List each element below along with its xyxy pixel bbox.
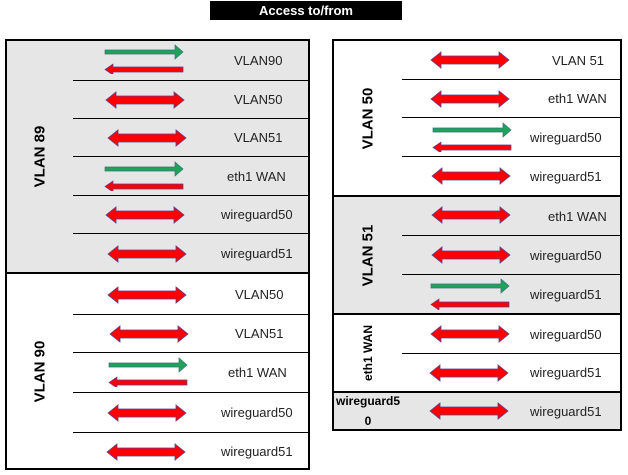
bidirectional-red-arrow-icon bbox=[431, 205, 511, 225]
row-target-label: VLAN90 bbox=[234, 53, 283, 68]
green-out-red-in-arrow-icon bbox=[103, 44, 185, 74]
section-label: VLAN 90 bbox=[31, 340, 49, 402]
bidirectional-red-arrow-icon bbox=[105, 205, 185, 225]
access-row: eth1 WAN bbox=[73, 352, 308, 392]
access-row: VLAN51 bbox=[73, 314, 308, 352]
section-label: VLAN 51 bbox=[359, 224, 377, 286]
row-target-label: wireguard50 bbox=[221, 405, 293, 420]
row-target-label: wireguard51 bbox=[530, 168, 602, 184]
access-row: wireguard50 bbox=[402, 117, 620, 156]
access-row: wireguard51 bbox=[402, 274, 620, 313]
row-target-label: VLAN50 bbox=[235, 286, 284, 302]
bidirectional-red-arrow-icon bbox=[431, 166, 511, 186]
row-target-label: wireguard50 bbox=[530, 129, 602, 145]
access-row: VLAN50 bbox=[73, 274, 308, 314]
bidirectional-red-arrow-icon bbox=[107, 128, 187, 148]
green-out-red-in-arrow-icon bbox=[431, 122, 513, 152]
section-label: wireguard5 0 bbox=[335, 394, 401, 428]
section-eth1-wan: eth1 WAN wireguard50 wireguard51 bbox=[334, 313, 620, 391]
bidirectional-red-arrow-icon bbox=[431, 245, 511, 265]
green-out-red-in-arrow-icon bbox=[429, 278, 511, 310]
bidirectional-red-arrow-icon bbox=[107, 285, 187, 305]
access-row: wireguard51 bbox=[73, 233, 308, 272]
row-target-label: wireguard51 bbox=[221, 444, 293, 459]
access-row: wireguard51 bbox=[73, 432, 308, 470]
row-target-label: VLAN 51 bbox=[552, 52, 605, 68]
access-row: VLAN50 bbox=[73, 80, 308, 118]
row-target-label: wireguard51 bbox=[530, 403, 602, 419]
row-target-label: wireguard50 bbox=[530, 247, 602, 263]
access-row: wireguard50 bbox=[402, 235, 620, 274]
row-target-label: eth1 WAN bbox=[228, 365, 287, 380]
green-out-red-in-arrow-icon bbox=[103, 161, 185, 191]
section-vlan-50: VLAN 50 VLAN 51 eth1 WAN wireguard50 wir… bbox=[334, 41, 620, 195]
row-target-label: VLAN51 bbox=[234, 130, 283, 145]
access-row: wireguard50 bbox=[73, 195, 308, 233]
section-vlan-90: VLAN 90 VLAN50 VLAN51 eth1 WAN wireguard… bbox=[7, 272, 308, 468]
row-target-label: VLAN50 bbox=[234, 92, 283, 107]
section-label: VLAN 50 bbox=[359, 87, 377, 149]
row-target-label: eth1 WAN bbox=[227, 168, 286, 184]
right-access-table: VLAN 50 VLAN 51 eth1 WAN wireguard50 wir… bbox=[332, 39, 622, 431]
row-target-label: wireguard51 bbox=[530, 365, 602, 380]
row-target-label: wireguard51 bbox=[221, 245, 293, 261]
row-target-label: wireguard51 bbox=[530, 286, 602, 302]
access-row: eth1 WAN bbox=[73, 156, 308, 195]
left-access-table: VLAN 89 VLAN90 VLAN50 VLAN51 eth1 WAN wi… bbox=[5, 39, 310, 470]
bidirectional-red-arrow-icon bbox=[430, 50, 510, 70]
section-label: eth1 WAN bbox=[360, 324, 375, 382]
row-target-label: wireguard50 bbox=[221, 207, 293, 222]
bidirectional-red-arrow-icon bbox=[107, 244, 187, 264]
section-wireguard50: wireguard5 0 wireguard51 bbox=[334, 391, 620, 429]
access-row: VLAN90 bbox=[73, 41, 308, 80]
bidirectional-red-arrow-icon bbox=[109, 324, 189, 344]
bidirectional-red-arrow-icon bbox=[105, 90, 185, 110]
access-row: wireguard51 bbox=[402, 353, 620, 391]
access-row: wireguard50 bbox=[73, 392, 308, 432]
bidirectional-red-arrow-icon bbox=[429, 401, 509, 421]
access-row: wireguard51 bbox=[402, 393, 620, 429]
row-target-label: wireguard50 bbox=[530, 326, 602, 342]
section-vlan-89: VLAN 89 VLAN90 VLAN50 VLAN51 eth1 WAN wi… bbox=[7, 41, 308, 272]
section-vlan-51: VLAN 51 eth1 WAN wireguard50 wireguard51 bbox=[334, 195, 620, 313]
access-row: eth1 WAN bbox=[402, 197, 620, 235]
access-row: VLAN51 bbox=[73, 118, 308, 156]
access-row: wireguard50 bbox=[402, 315, 620, 353]
row-target-label: VLAN51 bbox=[235, 326, 284, 341]
diagram-title: Access to/from bbox=[210, 1, 402, 20]
bidirectional-red-arrow-icon bbox=[430, 89, 510, 109]
bidirectional-red-arrow-icon bbox=[107, 403, 187, 423]
bidirectional-red-arrow-icon bbox=[106, 442, 186, 462]
section-label: VLAN 89 bbox=[31, 125, 49, 188]
access-row: wireguard51 bbox=[402, 156, 620, 195]
row-target-label: eth1 WAN bbox=[548, 91, 607, 106]
bidirectional-red-arrow-icon bbox=[430, 324, 510, 344]
bidirectional-red-arrow-icon bbox=[429, 363, 509, 383]
green-out-red-in-arrow-icon bbox=[107, 357, 189, 387]
access-row: VLAN 51 bbox=[402, 41, 620, 79]
access-row: eth1 WAN bbox=[402, 79, 620, 117]
row-target-label: eth1 WAN bbox=[548, 208, 607, 224]
